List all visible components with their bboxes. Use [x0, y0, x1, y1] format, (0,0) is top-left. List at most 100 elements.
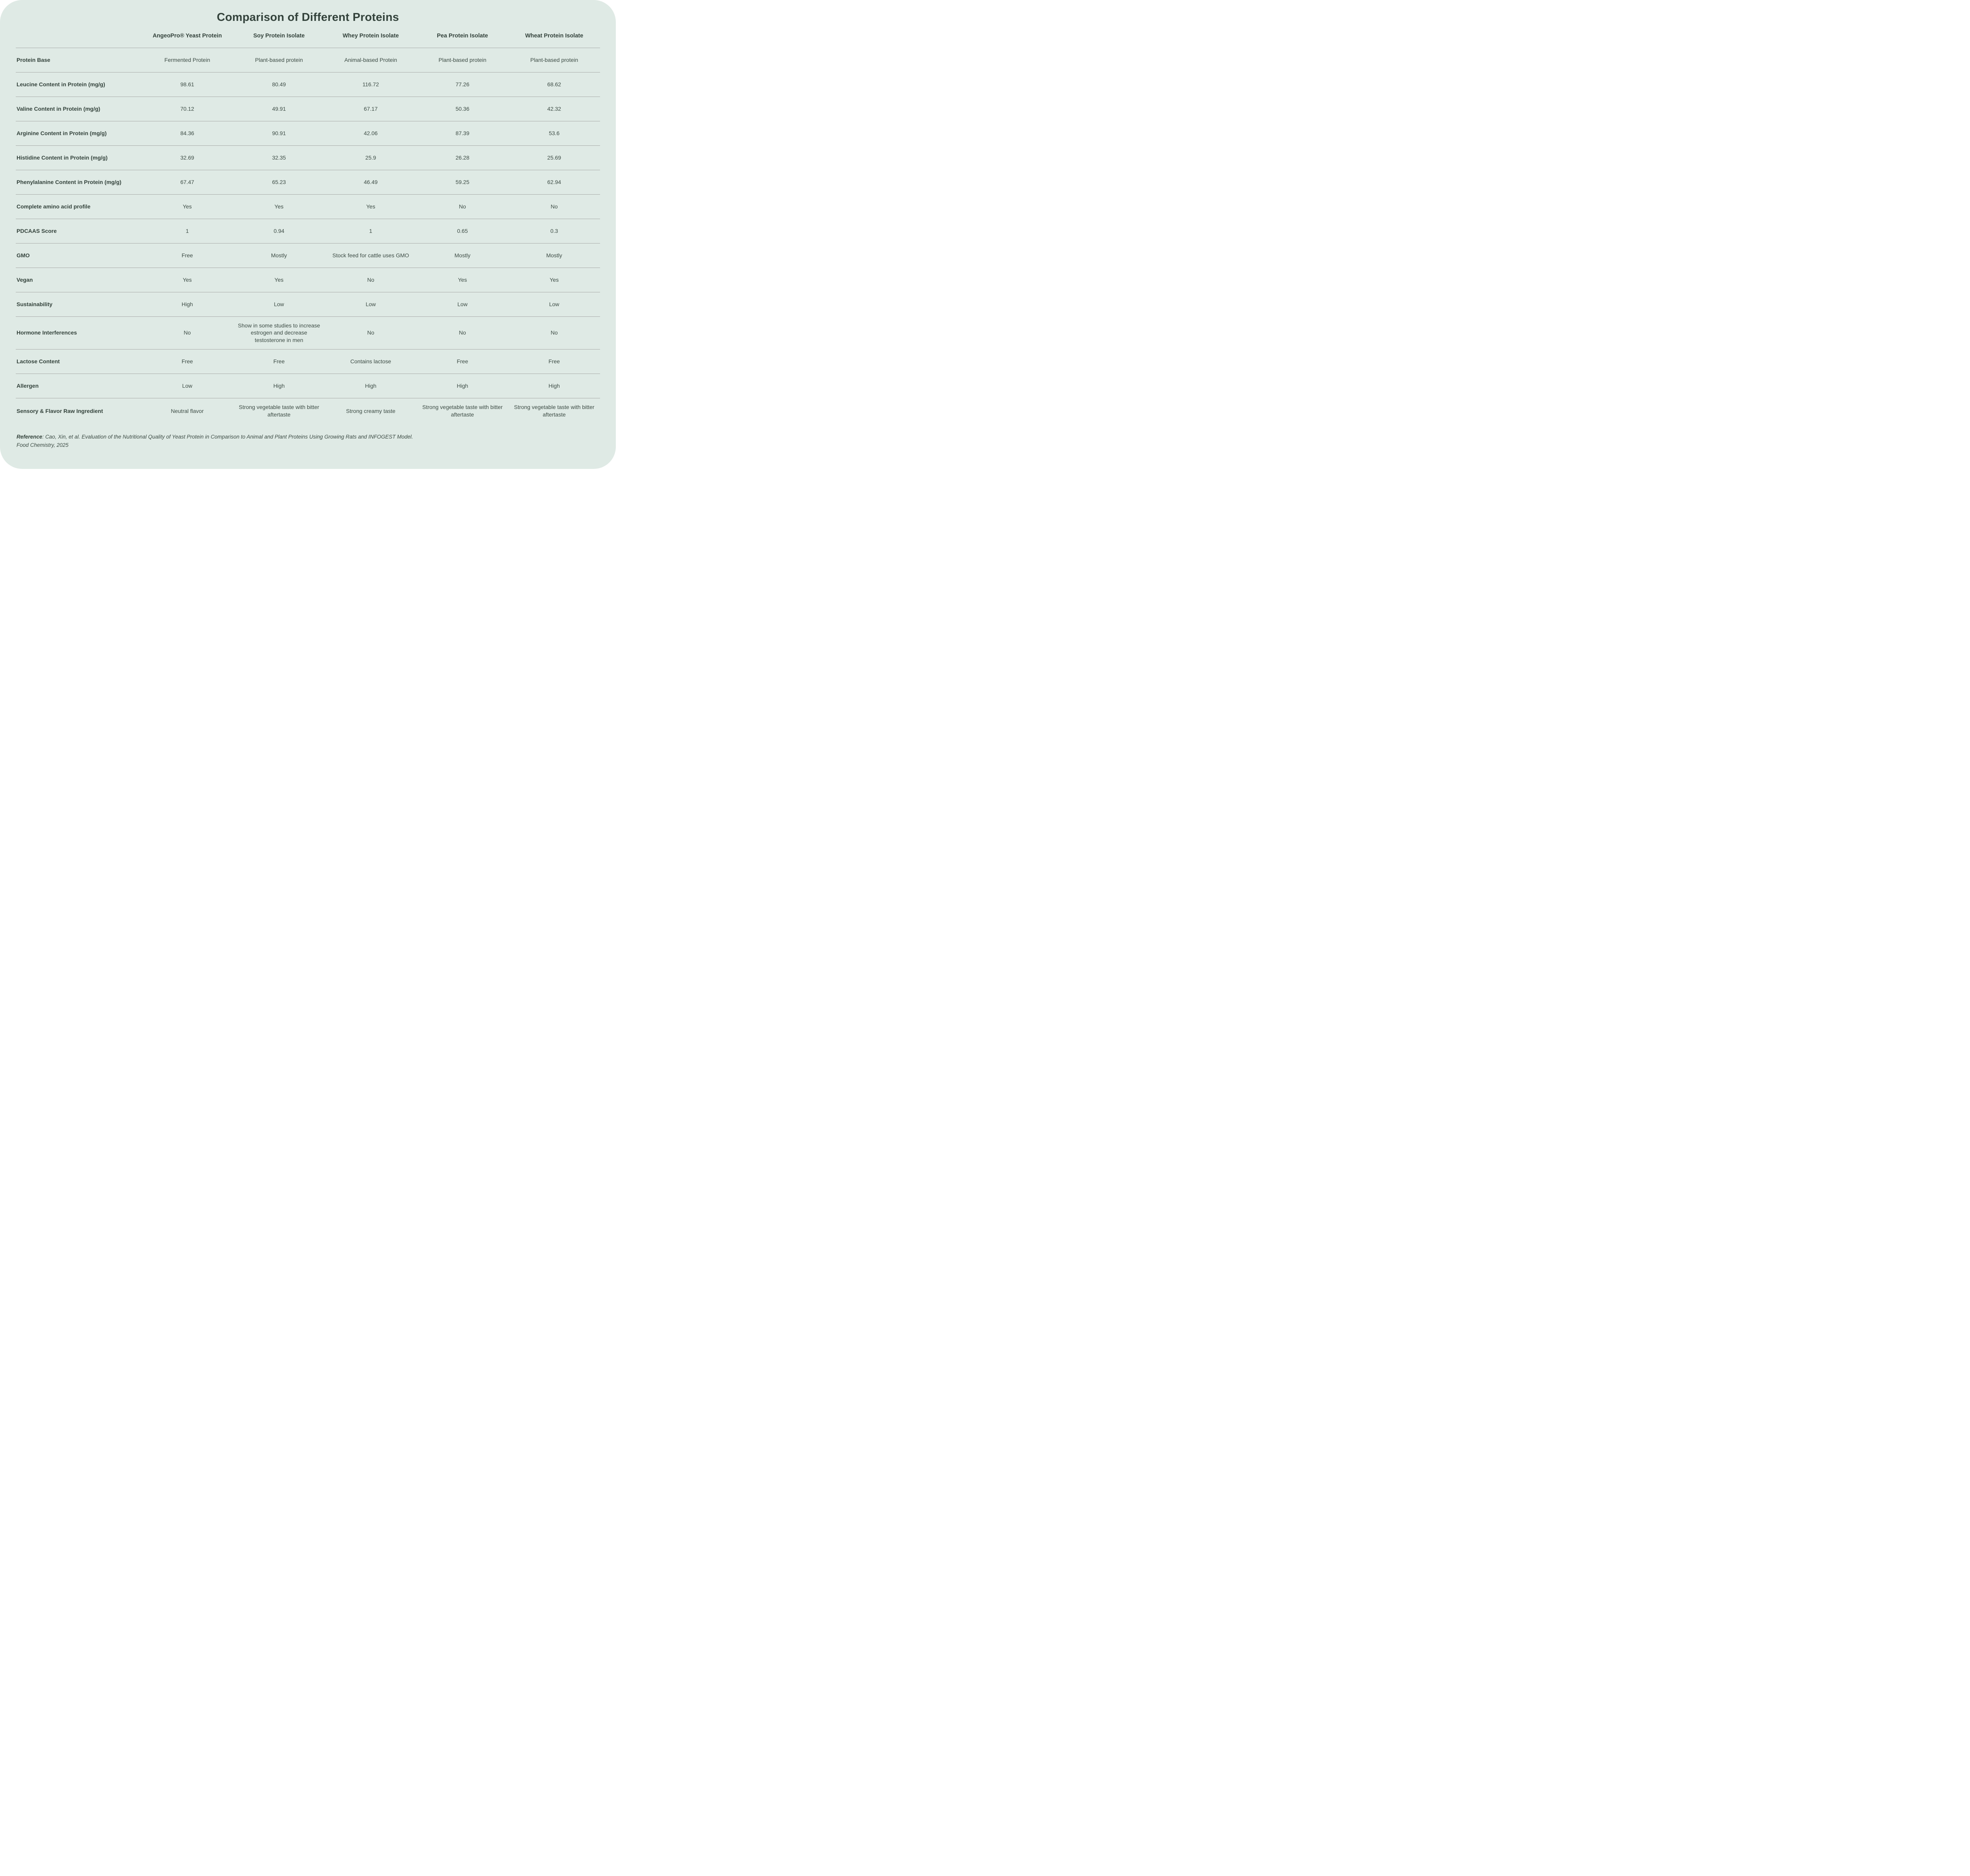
table-cell: 42.32	[547, 105, 561, 112]
table-cell: High	[273, 383, 285, 389]
table-cell: No	[459, 329, 466, 336]
table-row: Complete amino acid profile Yes Yes Yes No No	[16, 194, 600, 219]
table-cell: High	[548, 383, 560, 389]
table-cell: 1	[369, 227, 372, 234]
table-cell: 1	[186, 227, 189, 234]
table-cell: Yes	[550, 276, 559, 283]
table-cell: Strong vegetable taste with bitter after…	[239, 404, 320, 418]
table-row: Arginine Content in Protein (mg/g) 84.36 9…	[16, 121, 600, 145]
row-label: Sensory & Flavor Raw Ingredient	[17, 407, 103, 414]
table-cell: 42.06	[364, 130, 378, 136]
table-row: Leucine Content in Protein (mg/g) 98.61 80…	[16, 72, 600, 97]
table-cell: 32.69	[180, 154, 194, 161]
row-label: PDCAAS Score	[17, 227, 57, 234]
row-label: Lactose Content	[17, 358, 60, 365]
table-cell: 62.94	[547, 178, 561, 185]
table-cell: 77.26	[455, 81, 470, 87]
table-cell: Mostly	[271, 252, 287, 258]
table-cell: 84.36	[180, 130, 194, 136]
table-cell: 98.61	[180, 81, 194, 87]
table-cell: 68.62	[547, 81, 561, 87]
row-label: GMO	[17, 252, 30, 258]
row-label: Leucine Content in Protein (mg/g)	[17, 81, 105, 87]
reference-text: Reference: Cao, Xin, et al. Evaluation o…	[16, 433, 600, 450]
table-cell: Strong creamy taste	[346, 407, 396, 414]
table-cell: Low	[457, 301, 468, 307]
table-cell: Low	[182, 383, 193, 389]
table-cell: Free	[273, 358, 285, 365]
table-row: Phenylalanine Content in Protein (mg/g) 6…	[16, 170, 600, 194]
column-header: Whey Protein Isolate	[342, 32, 399, 39]
column-header: AngeoPro® Yeast Protein	[152, 32, 222, 39]
table-row: Vegan Yes Yes No Yes Yes	[16, 268, 600, 292]
row-label: Allergen	[17, 383, 39, 389]
table-cell: 80.49	[272, 81, 286, 87]
table-cell: 87.39	[455, 130, 470, 136]
table-cell: Fermented Protein	[164, 56, 210, 63]
row-label: Sustainability	[17, 301, 53, 307]
row-label: Complete amino acid profile	[17, 203, 91, 210]
table-cell: Yes	[366, 203, 375, 210]
table-cell: 32.35	[272, 154, 286, 161]
page-title: Comparison of Different Proteins	[217, 11, 399, 24]
table-row: Sustainability High Low Low Low Low	[16, 292, 600, 316]
table-cell: Yes	[182, 203, 192, 210]
table-cell: Low	[549, 301, 559, 307]
table-row: Valine Content in Protein (mg/g) 70.12 49.…	[16, 97, 600, 121]
column-header: Wheat Protein Isolate	[525, 32, 584, 39]
table-cell: 0.3	[550, 227, 558, 234]
reference-separator: :	[42, 433, 45, 440]
table-cell: Neutral flavor	[171, 407, 204, 414]
table-cell: Free	[548, 358, 560, 365]
table-row: Allergen Low High High High High	[16, 374, 600, 398]
table-cell: No	[550, 329, 558, 336]
table-row: PDCAAS Score 1 0.94 1 0.65 0.3	[16, 219, 600, 243]
table-cell: Free	[181, 358, 193, 365]
table-cell: Low	[274, 301, 284, 307]
column-header: Pea Protein Isolate	[437, 32, 488, 39]
table-cell: 46.49	[364, 178, 378, 185]
table-cell: Free	[457, 358, 468, 365]
table-cell: Yes	[274, 276, 284, 283]
table-cell: 70.12	[180, 105, 194, 112]
row-label: Vegan	[17, 276, 33, 283]
table-cell: 116.72	[362, 81, 379, 87]
table-cell: Animal-based Protein	[344, 56, 397, 63]
table-cell: No	[184, 329, 191, 336]
row-label: Arginine Content in Protein (mg/g)	[17, 130, 107, 136]
table-row: Histidine Content in Protein (mg/g) 32.69…	[16, 145, 600, 170]
header-row: AngeoPro® Yeast Protein Soy Protein Isola…	[16, 27, 600, 48]
table-cell: Mostly	[454, 252, 470, 258]
table-cell: High	[181, 301, 193, 307]
table-cell: Plant-based protein	[530, 56, 578, 63]
reference-journal: Food Chemistry, 2025	[17, 442, 69, 448]
table-cell: 49.91	[272, 105, 286, 112]
table-row: GMO Free Mostly Stock feed for cattle uses …	[16, 243, 600, 268]
table-cell: 50.36	[455, 105, 470, 112]
table-cell: Yes	[458, 276, 467, 283]
table-cell: High	[457, 383, 468, 389]
table-cell: Show in some studies to increase estroge…	[238, 322, 320, 344]
row-label: Protein Base	[17, 56, 50, 63]
table-cell: 90.91	[272, 130, 286, 136]
table-row: Lactose Content Free Free Contains lactose F…	[16, 349, 600, 374]
table-cell: 59.25	[455, 178, 470, 185]
table-cell: Strong vegetable taste with bitter after…	[514, 404, 595, 418]
table-cell: Stock feed for cattle uses GMO	[332, 252, 409, 258]
table-row: Sensory & Flavor Raw Ingredient Neutral f…	[16, 398, 600, 424]
column-header: Soy Protein Isolate	[253, 32, 305, 39]
table-cell: Yes	[274, 203, 284, 210]
table-cell: 0.65	[457, 227, 468, 234]
table-cell: Plant-based protein	[439, 56, 487, 63]
table-cell: 26.28	[455, 154, 470, 161]
row-label: Hormone Interferences	[17, 329, 77, 336]
table-cell: Contains lactose	[350, 358, 391, 365]
table-cell: 25.69	[547, 154, 561, 161]
table-cell: Low	[366, 301, 376, 307]
table-cell: Free	[181, 252, 193, 258]
table-row: Hormone Interferences No Show in some stud…	[16, 316, 600, 350]
table-cell: High	[365, 383, 377, 389]
table-cell: No	[459, 203, 466, 210]
table-cell: 67.17	[364, 105, 378, 112]
table-body: Protein Base Fermented Protein Plant-based…	[16, 48, 600, 424]
